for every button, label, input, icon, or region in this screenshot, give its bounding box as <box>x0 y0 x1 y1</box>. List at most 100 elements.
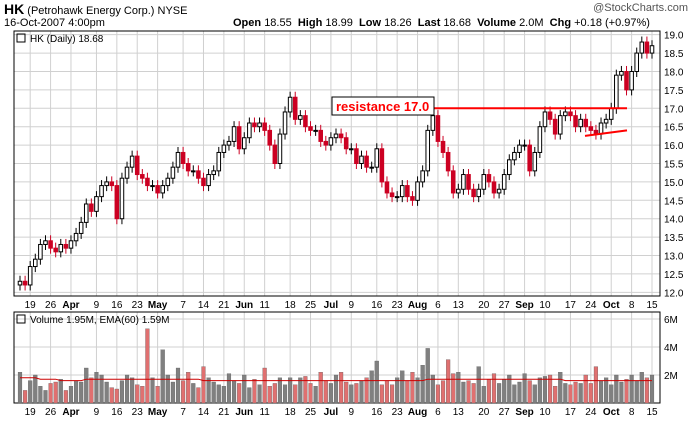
candle <box>63 238 69 254</box>
candle <box>83 198 89 228</box>
candle <box>338 128 344 144</box>
volume-bar <box>201 366 206 404</box>
volume-bar <box>440 380 446 404</box>
candle <box>644 36 650 59</box>
volume-bar <box>130 377 135 404</box>
volume-bar <box>221 386 226 404</box>
high-label: High <box>297 17 323 29</box>
candle <box>440 135 446 158</box>
candle <box>461 169 466 195</box>
candle <box>155 180 160 199</box>
volume-label: Volume <box>477 17 516 29</box>
candle-body <box>445 151 451 172</box>
volume-bar <box>629 374 634 404</box>
candle-body <box>160 185 165 194</box>
candle <box>114 180 120 225</box>
candle-body <box>89 203 94 212</box>
candle-body <box>379 148 385 183</box>
candle <box>598 117 604 140</box>
volume-bar <box>186 372 191 404</box>
volume-bar <box>43 390 48 404</box>
volume-bar <box>53 381 58 404</box>
price-y-tick: 17.0 <box>664 104 684 115</box>
volume-bar <box>119 380 124 404</box>
candle-body <box>165 177 171 187</box>
candle-body <box>313 129 318 132</box>
price-y-tick: 13.0 <box>664 252 684 263</box>
volume-x-axis: 19 26 Apr 9 16 23 May 7 14 21 Jun 11 18 25 Jul 9 16 23 Aug… <box>25 407 658 418</box>
volume-bar <box>272 383 277 404</box>
candle <box>634 47 639 78</box>
candle-body <box>634 52 639 72</box>
candle-body <box>211 170 216 176</box>
candle <box>343 132 349 155</box>
volume-bar <box>288 377 293 404</box>
volume-bar <box>481 386 486 404</box>
candle-body <box>303 115 308 128</box>
price-y-tick: 16.5 <box>664 123 684 134</box>
candle <box>109 176 115 192</box>
candle <box>308 121 313 136</box>
volume-bar <box>359 380 364 404</box>
candle <box>287 91 293 118</box>
candle-body <box>155 185 160 194</box>
volume-bar <box>405 380 410 404</box>
resistance-annotation: resistance 17.0 <box>331 96 435 116</box>
watermark: @StockCharts.com <box>593 2 688 14</box>
candle-body <box>557 115 563 135</box>
volume-bar <box>135 384 140 404</box>
volume-bar <box>583 374 588 404</box>
candle <box>522 139 527 151</box>
candle <box>588 121 594 136</box>
candle <box>17 275 23 291</box>
candle-body <box>129 155 135 168</box>
volume-bar <box>542 376 548 404</box>
volume-bar <box>593 366 598 404</box>
price-x-axis: 19 26 Apr 9 16 23 May 7 14 21 Jun 11 18 25 Jul 9 16 23 Aug… <box>25 300 658 311</box>
candle-body <box>134 155 140 176</box>
x-tick-label: Aug <box>408 300 427 311</box>
x-tick-label: 10 <box>539 407 551 418</box>
x-tick-label: 26 <box>45 300 57 311</box>
candle <box>323 135 329 151</box>
candle <box>267 124 273 151</box>
candle-body <box>140 174 145 179</box>
volume-bar <box>84 367 89 404</box>
candle <box>140 169 145 184</box>
volume-bar <box>114 388 119 404</box>
candle-body <box>170 166 176 179</box>
volume-bar <box>512 384 517 404</box>
price-y-tick: 19.0 <box>664 31 684 42</box>
candle <box>608 102 614 125</box>
candle-body <box>425 129 431 172</box>
candle-body <box>277 133 283 165</box>
price-y-axis: 12.0 12.5 13.0 13.5 14.0 14.5 15.0 15.5 16.0 16.5… <box>664 31 684 300</box>
volume-bar <box>619 381 624 404</box>
candle-body <box>354 148 359 164</box>
candle <box>27 261 33 291</box>
volume-bar <box>109 387 114 404</box>
x-tick-label: 8 <box>629 407 635 418</box>
candle <box>532 146 538 177</box>
symbol-line: HK (Petrohawk Energy Corp.) NYSE <box>4 1 188 17</box>
candle-body <box>501 174 507 190</box>
volume-bar <box>242 374 247 404</box>
x-tick-label: 11 <box>259 407 270 418</box>
quote-summary: Open 18.55 High 18.99 Low 18.26 Last 18.… <box>233 17 650 29</box>
x-tick-label: 6 <box>435 300 441 311</box>
candle <box>557 110 563 140</box>
candle-body <box>53 247 58 253</box>
candle-body <box>435 115 441 142</box>
candle <box>68 235 74 254</box>
resistance-label-box <box>331 96 435 116</box>
price-y-tick: 15.0 <box>664 178 684 189</box>
candle <box>58 238 64 258</box>
volume-bar <box>282 384 288 404</box>
price-y-tick: 18.0 <box>664 67 684 78</box>
volume-bar <box>262 367 267 404</box>
x-tick-label: 14 <box>198 407 210 418</box>
candle <box>226 135 232 151</box>
candle-body <box>191 170 196 173</box>
candle-body <box>369 166 374 169</box>
x-tick-label: 13 <box>453 407 465 418</box>
